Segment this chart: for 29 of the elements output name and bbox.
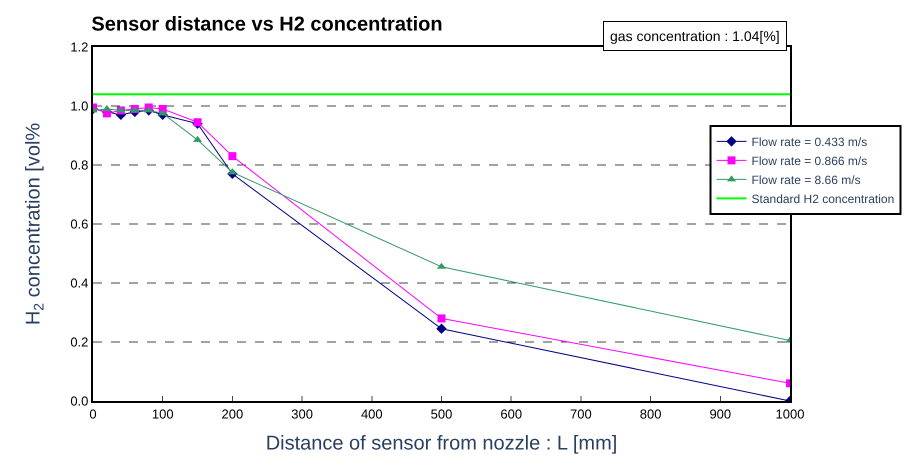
y-tick-label: 0.8 — [70, 158, 88, 173]
x-tick-label: 300 — [291, 406, 313, 422]
x-tick-label: 600 — [500, 406, 522, 422]
y-tick-label: 0.2 — [70, 334, 88, 350]
point — [436, 324, 447, 334]
y-tick-label: 1.2 — [70, 40, 88, 55]
text: gas concentration : 1.04[%] — [610, 28, 780, 44]
x-tick-label: 400 — [360, 406, 383, 422]
legend-label: Flow rate = 0.433 m/s — [752, 135, 868, 150]
y-tick-label: 0.6 — [70, 216, 88, 232]
chart-title: Sensor distance vs H2 concentration — [91, 14, 443, 36]
legend-label: Standard H2 concentration — [752, 192, 894, 206]
x-tick-label: 900 — [709, 406, 732, 422]
x-axis-title: Distance of sensor from nozzle : L [mm] — [266, 432, 618, 455]
point — [438, 314, 446, 322]
y-tick-label: 0.4 — [70, 276, 88, 291]
legend-label: Flow rate = 8.66 m/s — [752, 173, 861, 188]
x-tick-label: 500 — [430, 406, 452, 422]
x-tick-label: 800 — [640, 406, 662, 422]
point — [194, 118, 202, 126]
x-tick-label: 100 — [152, 406, 174, 422]
x-tick-label: 200 — [222, 406, 244, 422]
x-tick-label: 700 — [570, 406, 592, 422]
x-tick-label: 1000 — [776, 406, 804, 422]
legend-label: Flow rate = 0.866 m/s — [752, 154, 868, 168]
x-tick-label: 0 — [89, 406, 97, 422]
y-tick-label: 0.0 — [70, 394, 88, 409]
point — [228, 152, 236, 160]
y-tick-label: 1.0 — [70, 98, 88, 114]
